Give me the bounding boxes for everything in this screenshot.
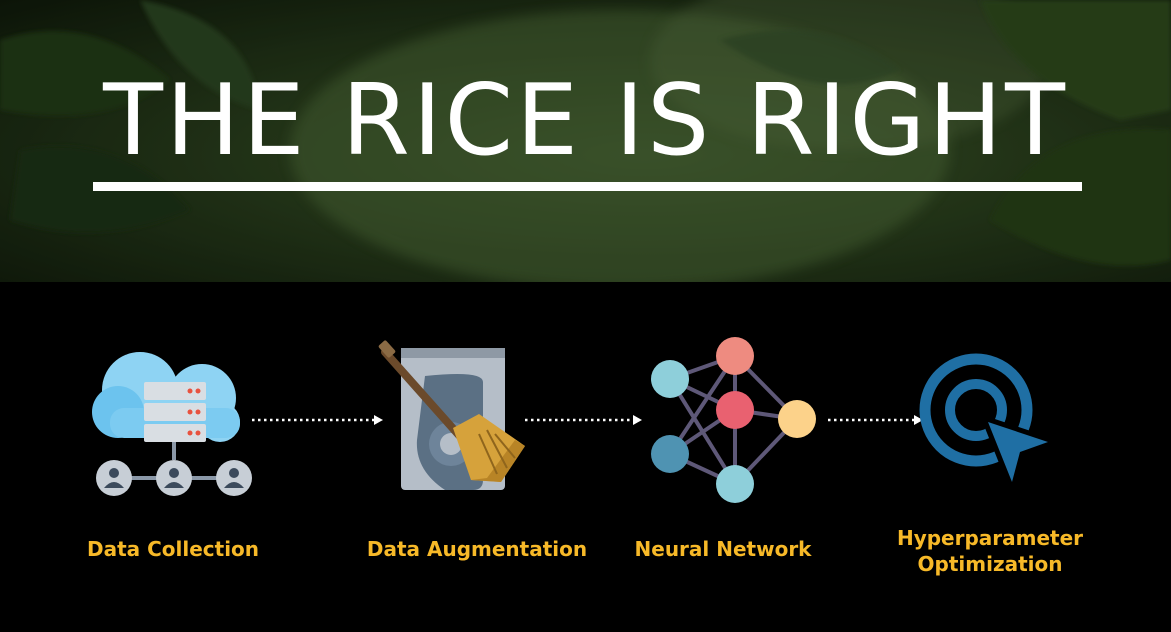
header-banner: THE RICE IS RIGHT: [0, 0, 1171, 282]
label-hyperparameter-line1: Hyperparameter: [896, 526, 1084, 550]
title-underline: [93, 182, 1082, 191]
page-title: THE RICE IS RIGHT: [103, 64, 1068, 178]
hard-drive-broom-icon: [378, 340, 525, 490]
dotted-arrow-icon: [828, 415, 923, 425]
dotted-arrow-icon: [525, 415, 642, 425]
cloud-server-network-icon: [92, 352, 252, 496]
label-data-augmentation: Data Augmentation: [366, 537, 588, 561]
neural-network-icon: [651, 337, 816, 503]
label-hyperparameter-optimization: Hyperparameter Optimization: [888, 525, 1092, 577]
dotted-arrow-icon: [252, 415, 383, 425]
stage-hyperparameter-optimization: [914, 330, 1094, 510]
target-cursor-icon: [919, 353, 1053, 487]
stage-neural-network: [645, 330, 825, 510]
label-data-collection: Data Collection: [86, 537, 260, 561]
stage-data-augmentation: [375, 330, 555, 510]
label-neural-network: Neural Network: [634, 537, 812, 561]
label-hyperparameter-line2: Optimization: [917, 552, 1063, 576]
stage-data-collection: [82, 330, 262, 510]
